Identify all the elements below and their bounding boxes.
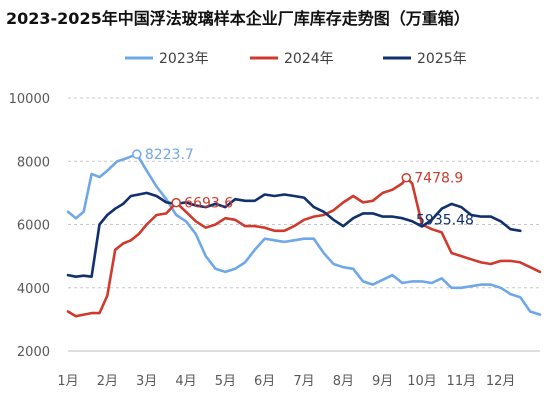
annotation-marker	[132, 149, 142, 159]
series-line-2	[66, 176, 542, 318]
annotation-label: 5935.48	[416, 213, 474, 229]
legend-label: 2023年	[159, 51, 209, 67]
y-tick-label: 10000	[9, 92, 50, 107]
legend-label: 2025年	[417, 51, 467, 67]
legend: 2023年 2024年 2025年	[125, 51, 467, 67]
chart-title: 2023-2025年中国浮法玻璃样本企业厂库库存走势图（万重箱）	[6, 9, 470, 28]
x-tick-label: 7月	[293, 374, 314, 389]
y-tick-label: 8000	[17, 155, 50, 170]
annotation-label: 8223.7	[145, 147, 194, 163]
series-lines	[66, 152, 542, 318]
annotation-label: 6693.6	[184, 196, 233, 212]
x-tick-label: 5月	[215, 374, 236, 389]
x-tick-label: 12月	[486, 374, 516, 389]
x-tick-label: 10月	[407, 374, 437, 389]
y-tick-label: 2000	[17, 345, 50, 360]
y-axis: 2000 4000 6000 8000 10000	[9, 92, 50, 360]
x-tick-label: 9月	[372, 374, 393, 389]
series-line-3	[66, 191, 522, 278]
x-tick-label: 1月	[57, 374, 78, 389]
y-tick-label: 6000	[17, 219, 50, 234]
legend-label: 2024年	[284, 51, 334, 67]
x-tick-label: 2月	[97, 374, 118, 389]
annotation-label: 7478.9	[414, 171, 463, 187]
annotation-marker	[171, 197, 181, 208]
annotation-marker	[401, 172, 412, 183]
x-tick-label: 4月	[175, 374, 196, 389]
x-tick-label: 3月	[136, 374, 157, 389]
x-tick-label: 6月	[254, 374, 275, 389]
annotations: 8223.7 6693.6 7478.9 5935.48	[132, 147, 474, 229]
y-tick-label: 4000	[17, 282, 50, 297]
x-axis: 1月 2月 3月 4月 5月 6月 7月 8月 9月 10月 11月 12月	[57, 350, 540, 389]
x-tick-label: 8月	[333, 374, 354, 389]
x-tick-label: 11月	[447, 374, 477, 389]
